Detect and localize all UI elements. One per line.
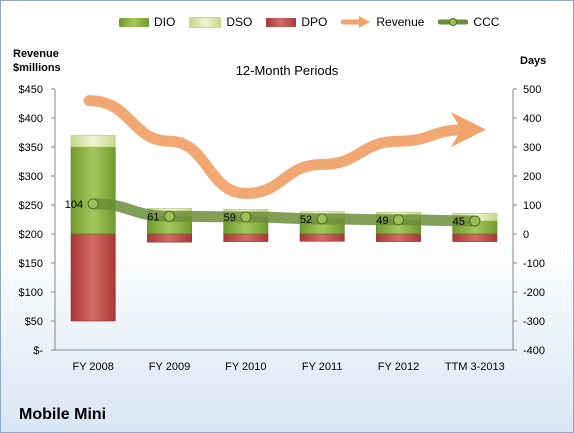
bar-dso <box>70 135 116 148</box>
ccc-point <box>87 198 99 210</box>
x-tick-label: FY 2008 <box>72 361 113 373</box>
legend-item-ccc: CCC <box>438 15 499 29</box>
legend: DIO DSO DPO Revenue CCC <box>119 15 513 29</box>
ccc-data-label: 59 <box>224 212 236 224</box>
left-tick-label: $250 <box>19 200 43 212</box>
left-axis-title-line1: Revenue <box>13 48 59 60</box>
ccc-data-label: 104 <box>65 199 83 211</box>
revenue-line <box>83 95 486 199</box>
ccc-point <box>316 213 328 225</box>
left-tick-label: $350 <box>19 142 43 154</box>
legend-item-dio: DIO <box>119 15 175 29</box>
bar-dpo <box>147 233 192 243</box>
left-tick-label: $150 <box>19 258 43 270</box>
right-tick-label: 500 <box>523 84 541 96</box>
left-tick-label: $- <box>33 345 43 357</box>
bar-dio <box>70 146 116 235</box>
right-tick-label: -200 <box>523 287 545 299</box>
legend-label-revenue: Revenue <box>376 15 425 29</box>
ccc-data-label: 49 <box>376 215 388 227</box>
right-tick-label: 0 <box>523 229 529 241</box>
ccc-point <box>164 210 175 222</box>
ccc-point <box>240 211 252 223</box>
dio-swatch <box>119 17 149 27</box>
x-tick-label: FY 2010 <box>225 361 266 373</box>
chart-title: 12-Month Periods <box>235 63 339 78</box>
left-tick-label: $50 <box>25 316 43 328</box>
legend-item-revenue: Revenue <box>341 15 424 29</box>
ccc-line-icon <box>438 18 469 26</box>
left-axis-title-line2: $millions <box>13 62 61 74</box>
ccc-data-label: 45 <box>453 216 465 228</box>
lines-group: 104 61 59 52 49 45 <box>65 95 486 228</box>
bar-dpo <box>223 233 269 242</box>
bar-dpo <box>70 233 116 322</box>
right-tick-label: -400 <box>523 345 545 357</box>
right-tick-label: 400 <box>523 113 541 125</box>
bar-dpo <box>452 233 498 242</box>
legend-label-dso: DSO <box>226 15 253 29</box>
company-name: Mobile Mini <box>19 406 107 423</box>
left-tick-label: $100 <box>19 287 43 299</box>
x-tick-label: FY 2012 <box>378 361 419 373</box>
left-tick-label: $450 <box>19 84 43 96</box>
ccc-data-label: 52 <box>300 214 312 226</box>
ccc-point <box>469 215 481 227</box>
bars-group <box>70 135 498 322</box>
x-tick-label: FY 2009 <box>149 361 190 373</box>
bar-dpo <box>376 233 421 242</box>
left-tick-label: $200 <box>19 229 43 241</box>
left-tick-label: $300 <box>19 171 43 183</box>
right-tick-label: -100 <box>523 258 545 270</box>
legend-item-dso: DSO <box>189 15 252 29</box>
ccc-data-label: 61 <box>147 211 159 223</box>
legend-label-ccc: CCC <box>473 15 500 29</box>
left-tick-label: $400 <box>19 113 43 125</box>
left-axis-title: Revenue $millions <box>13 47 61 75</box>
axes-group: $- $50 $100 $150 $200 $250 $300 $350 $400 $450 -40… <box>19 84 546 373</box>
right-axis-title: Days <box>520 55 547 67</box>
legend-item-dpo: DPO <box>266 15 327 29</box>
right-tick-label: 300 <box>523 142 541 154</box>
ccc-line <box>87 198 481 227</box>
dso-swatch <box>189 16 222 28</box>
right-tick-label: 100 <box>523 200 541 212</box>
ccc-point <box>393 214 404 226</box>
legend-label-dpo: DPO <box>301 15 328 29</box>
right-tick-label: 200 <box>523 171 541 183</box>
x-tick-label: TTM 3-2013 <box>445 361 505 373</box>
revenue-arrow-icon <box>341 16 371 28</box>
x-tick-label: FY 2011 <box>302 361 343 373</box>
legend-label-dio: DIO <box>154 15 176 29</box>
bar-dpo <box>299 233 345 242</box>
dpo-swatch <box>266 17 297 27</box>
right-tick-label: -300 <box>523 316 545 328</box>
